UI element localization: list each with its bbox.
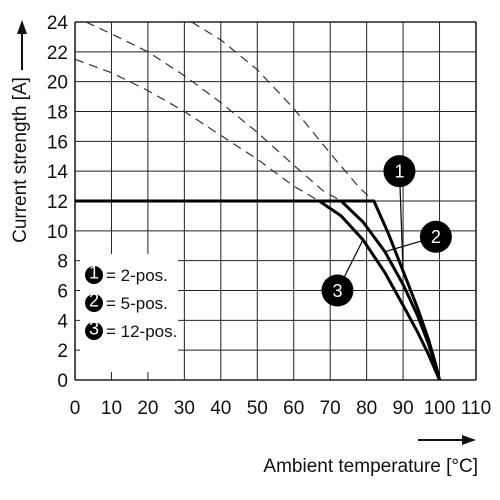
solid-curves bbox=[75, 199, 441, 381]
dashed-curves bbox=[74, 21, 375, 202]
y-axis-arrow-head bbox=[17, 20, 27, 34]
x-tick-label: 0 bbox=[70, 398, 81, 419]
y-tick-label: 22 bbox=[47, 43, 68, 64]
series-dashed-line-2 bbox=[85, 21, 342, 202]
series-dashed-line-3 bbox=[74, 58, 320, 202]
curve-callouts: 1 2 3 bbox=[321, 155, 452, 307]
y-tick-label: 14 bbox=[47, 162, 69, 183]
marker-number: 2 bbox=[89, 291, 99, 311]
series-line-3 bbox=[75, 199, 441, 381]
y-tick-label: 24 bbox=[47, 13, 69, 34]
legend-label: = 2-pos. bbox=[106, 266, 168, 285]
callout-badge-1: 1 bbox=[383, 155, 416, 188]
marker-number: 1 bbox=[394, 162, 404, 182]
x-tick-label: 100 bbox=[424, 398, 456, 419]
legend-label: = 5-pos. bbox=[106, 294, 168, 313]
x-tick-label: 10 bbox=[101, 398, 122, 419]
series-dashed-line-1 bbox=[191, 21, 375, 202]
callout-badge-3: 3 bbox=[321, 274, 354, 307]
callout-badge-2: 2 bbox=[419, 220, 452, 253]
y-axis-title: Current strength [A] bbox=[10, 77, 31, 243]
marker-circle bbox=[419, 220, 452, 253]
marker-circle bbox=[85, 322, 103, 340]
x-tick-label: 70 bbox=[320, 398, 341, 419]
y-axis-label: Current strength [A] bbox=[10, 77, 31, 243]
marker-number: 3 bbox=[332, 281, 342, 301]
marker-number: 3 bbox=[89, 319, 99, 339]
y-tick-label: 0 bbox=[57, 371, 68, 392]
y-tick-label: 2 bbox=[57, 341, 68, 362]
grid bbox=[74, 21, 477, 381]
series-line-2 bbox=[75, 199, 441, 381]
x-tick-label: 90 bbox=[393, 398, 414, 419]
x-tick-label: 110 bbox=[461, 398, 491, 419]
marker-circle bbox=[85, 294, 103, 312]
y-tick-label: 6 bbox=[57, 282, 68, 303]
y-tick-label: 20 bbox=[47, 73, 68, 94]
x-tick-label: 50 bbox=[247, 398, 268, 419]
legend-marker-3: 3 bbox=[85, 319, 103, 340]
marker-circle bbox=[85, 266, 103, 284]
x-tick-label: 30 bbox=[174, 398, 195, 419]
x-tick-label: 60 bbox=[283, 398, 304, 419]
y-tick-label: 10 bbox=[47, 222, 68, 243]
tick-labels: 0 10 20 30 40 50 60 70 80 90 100 110024681012141618… bbox=[47, 13, 491, 419]
marker-number: 2 bbox=[431, 227, 441, 247]
y-tick-label: 12 bbox=[47, 192, 68, 213]
legend-marker-2: 2 bbox=[85, 291, 103, 312]
legend-marker-1: 1 bbox=[85, 263, 103, 284]
marker-circle bbox=[321, 274, 354, 307]
marker-number: 1 bbox=[89, 263, 99, 283]
x-tick-label: 20 bbox=[137, 398, 158, 419]
legend: 1 = 2-pos. 2 = 5-pos. 3 = 12-pos. bbox=[80, 254, 178, 372]
x-tick-label: 80 bbox=[356, 398, 377, 419]
callout-leader-1 bbox=[398, 171, 404, 272]
y-tick-label: 8 bbox=[57, 252, 68, 273]
legend-items: 1 = 2-pos. 2 = 5-pos. 3 = 12-pos. bbox=[85, 263, 177, 341]
y-tick-label: 16 bbox=[47, 132, 68, 153]
y-tick-label: 18 bbox=[47, 103, 68, 124]
x-axis-arrow-head bbox=[462, 435, 476, 445]
x-tick-label: 40 bbox=[210, 398, 231, 419]
marker-circle bbox=[383, 155, 416, 188]
x-axis-label: Ambient temperature [°C] bbox=[263, 456, 478, 477]
y-tick-label: 4 bbox=[57, 311, 68, 332]
legend-label: = 12-pos. bbox=[106, 322, 177, 341]
